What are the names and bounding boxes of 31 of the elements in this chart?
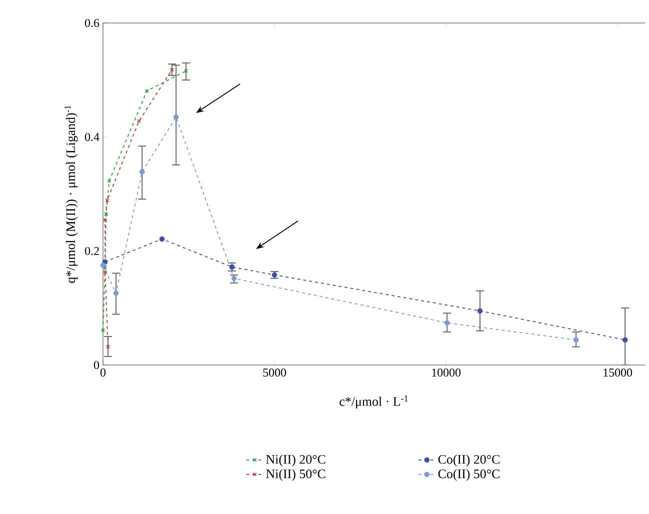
x-tick-label: 5000 xyxy=(263,368,286,377)
point xyxy=(113,290,119,296)
y-tick-label: 0.6 xyxy=(84,18,100,28)
legend-label: Co(II) 50°C xyxy=(438,469,500,481)
point xyxy=(144,88,149,93)
point xyxy=(231,276,237,281)
y-axis-title: q*/μmol (M(II)) · μmol (Ligand)$^{-1}$ xyxy=(64,106,78,283)
y-tick-label: 0.4 xyxy=(84,132,100,142)
legend-label: Ni(II) 20°C xyxy=(266,454,326,466)
x-tick-label: 10000 xyxy=(432,368,461,377)
point xyxy=(159,236,165,242)
point xyxy=(622,337,628,343)
point xyxy=(139,169,145,174)
point xyxy=(173,114,179,120)
point xyxy=(477,308,483,314)
point xyxy=(272,272,278,278)
x-tick-label: 15000 xyxy=(604,368,632,377)
point xyxy=(100,262,106,268)
x-axis-title: c*/μmol · L$^{-1}$ xyxy=(340,395,408,409)
point xyxy=(137,119,142,124)
point xyxy=(103,270,108,274)
point xyxy=(229,264,235,270)
legend-label: Ni(II) 50°C xyxy=(266,469,326,481)
point xyxy=(107,178,112,183)
point xyxy=(573,337,579,343)
y-tick-label: 0.2 xyxy=(84,246,99,256)
point xyxy=(104,212,108,216)
x-tick-label: 0 xyxy=(100,368,106,377)
y-tick-label: 0 xyxy=(94,360,100,370)
legend-label: Co(II) 20°C xyxy=(438,454,500,466)
point xyxy=(444,320,450,326)
